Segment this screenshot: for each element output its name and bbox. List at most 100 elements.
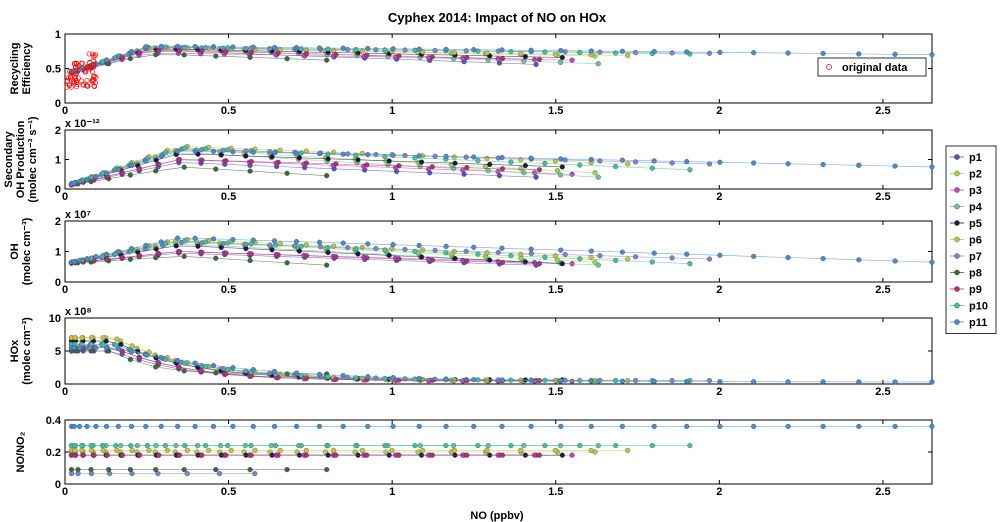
data-point-p11	[820, 423, 826, 429]
data-point-p8	[181, 368, 187, 374]
data-point-p7	[267, 46, 273, 52]
data-point-p10	[613, 164, 619, 170]
data-point-p11	[143, 158, 149, 164]
data-point-p9	[199, 368, 205, 374]
data-point-p7	[633, 50, 639, 56]
data-point-p9	[303, 160, 309, 166]
data-point-p11	[71, 423, 77, 429]
data-point-p11	[210, 423, 217, 429]
data-point-p11	[128, 423, 135, 429]
legend-marker-p10	[954, 302, 960, 309]
data-point-p11	[416, 242, 422, 249]
data-point-p11	[416, 46, 422, 52]
data-point-p9	[199, 157, 205, 163]
x-tick-label: 0	[62, 105, 68, 117]
data-point-p11	[443, 423, 449, 429]
data-point-p8	[88, 467, 94, 473]
data-point-p7	[495, 249, 501, 255]
data-point-p11	[785, 161, 791, 167]
data-point-p9	[119, 255, 126, 261]
data-point-p9	[396, 53, 402, 59]
data-point-p2	[383, 449, 389, 455]
data-point-p11	[588, 378, 594, 384]
x-tick-label: 1.5	[548, 105, 563, 117]
data-point-p8	[181, 253, 187, 259]
data-point-p5	[103, 338, 109, 344]
data-point-p6	[588, 447, 594, 453]
data-point-p9	[536, 56, 542, 63]
data-point-p6	[303, 447, 309, 453]
data-point-p4	[595, 262, 601, 268]
data-point-p5	[559, 164, 565, 170]
data-point-p9	[156, 161, 162, 167]
data-point-p10	[298, 46, 304, 52]
data-point-p2	[518, 166, 524, 172]
legend-label-p5: p5	[969, 218, 982, 230]
data-point-p11	[128, 349, 135, 355]
data-point-p11	[751, 423, 757, 429]
original-data-point	[73, 70, 79, 77]
data-point-p10	[508, 443, 514, 449]
data-point-p6	[359, 150, 365, 156]
y-tick-label: 0	[55, 184, 61, 196]
data-point-p11	[143, 242, 149, 248]
data-point-p6	[552, 51, 558, 57]
y-tick-label: 2	[55, 125, 61, 137]
data-point-p11	[651, 250, 657, 256]
x-tick-label: 1.5	[548, 284, 563, 296]
data-point-p9	[223, 158, 229, 164]
original-data-point	[68, 75, 74, 81]
data-point-p2	[352, 449, 358, 455]
data-point-p9	[499, 259, 506, 266]
data-point-p11	[820, 379, 826, 385]
data-point-p11	[103, 345, 110, 351]
data-point-p2	[592, 170, 598, 176]
data-point-p10	[542, 49, 548, 55]
data-point-p7	[184, 471, 190, 477]
data-point-p10	[248, 443, 254, 449]
data-point-p10	[353, 375, 359, 381]
data-point-p11	[751, 160, 757, 166]
data-point-p11	[316, 45, 323, 51]
data-point-p10	[182, 360, 188, 366]
data-point-p9	[119, 452, 126, 458]
data-point-p10	[475, 443, 481, 449]
legend-marker-p11	[954, 319, 960, 325]
data-point-p11	[316, 239, 323, 245]
data-point-p5	[559, 452, 565, 458]
legend-label-p11: p11	[969, 317, 987, 329]
data-point-p11	[651, 158, 657, 164]
data-point-p8	[213, 255, 219, 261]
data-point-p9	[119, 170, 126, 176]
data-point-p9	[464, 55, 470, 61]
inset-legend-marker	[826, 64, 832, 70]
data-point-p7	[432, 247, 438, 253]
data-point-p11	[892, 423, 898, 429]
y-tick-label: 0	[55, 479, 61, 491]
data-point-p9	[223, 452, 229, 458]
data-point-p11	[528, 47, 534, 53]
data-point-p11	[471, 423, 477, 429]
data-point-p9	[464, 377, 470, 384]
data-point-p11	[230, 44, 236, 50]
y-exponent-label: x 10⁸	[65, 306, 92, 318]
y-tick-label: 5	[55, 346, 61, 358]
data-point-p11	[499, 47, 505, 53]
data-point-p11	[192, 360, 198, 366]
data-point-p8	[153, 364, 159, 370]
data-point-p5	[195, 243, 201, 249]
original-data-point	[72, 60, 78, 66]
y-tick-label: 1	[55, 247, 61, 259]
data-point-p11	[558, 48, 564, 54]
data-point-p11	[528, 155, 534, 161]
data-point-p10	[88, 341, 94, 347]
data-point-p6	[451, 49, 457, 56]
data-point-p10	[475, 158, 481, 164]
legend-marker-p2	[954, 170, 960, 177]
data-point-p8	[247, 54, 253, 60]
data-point-p5	[452, 160, 458, 166]
data-point-p11	[471, 154, 477, 160]
data-point-p10	[182, 443, 188, 449]
data-point-p11	[390, 242, 396, 248]
x-tick-label: 1	[389, 191, 395, 203]
